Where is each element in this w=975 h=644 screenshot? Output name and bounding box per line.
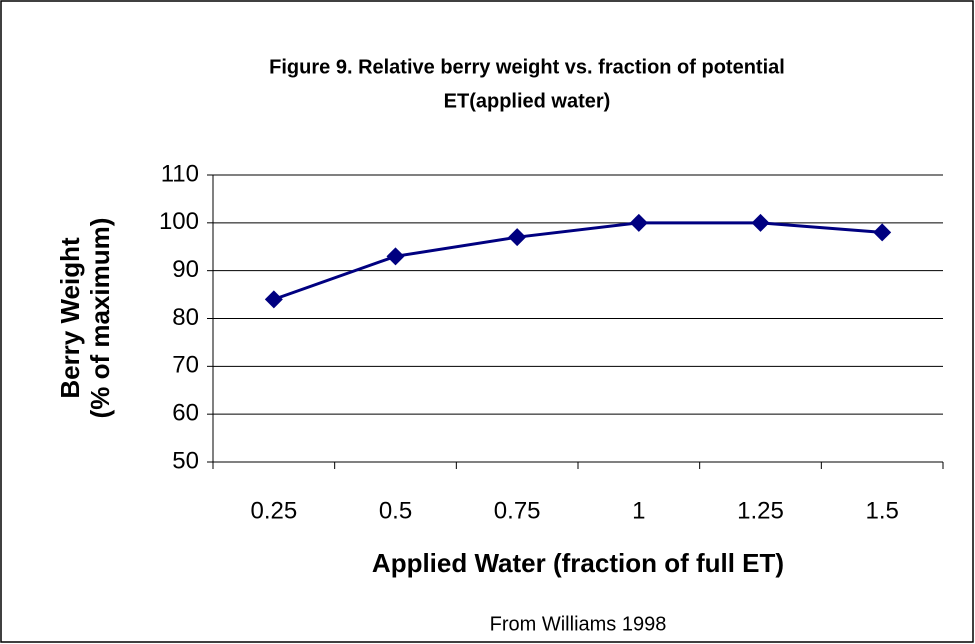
x-axis-title: Applied Water (fraction of full ET) [372, 548, 784, 578]
x-tick-label: 0.75 [494, 497, 541, 524]
y-tick-label: 60 [172, 400, 199, 427]
data-point [264, 290, 283, 309]
data-point [386, 247, 405, 266]
y-axis-title: Berry Weight [55, 237, 85, 399]
data-point [508, 228, 527, 247]
y-tick-label: 100 [159, 208, 199, 235]
x-tick-label: 1 [632, 497, 645, 524]
x-tick-label: 1.25 [737, 497, 784, 524]
chart-title: Figure 9. Relative berry weight vs. frac… [269, 56, 785, 78]
data-point [751, 213, 770, 232]
x-tick-label: 0.25 [250, 497, 297, 524]
source-note: From Williams 1998 [490, 613, 667, 635]
data-point [873, 223, 892, 242]
y-tick-label: 50 [172, 447, 199, 474]
y-tick-label: 110 [161, 160, 199, 187]
chart-title: ET(applied water) [444, 90, 611, 112]
x-tick-label: 1.5 [865, 497, 898, 524]
x-tick-label: 0.5 [379, 497, 412, 524]
data-point [629, 213, 648, 232]
y-tick-label: 70 [172, 352, 199, 379]
y-tick-label: 90 [172, 256, 199, 283]
series-line [273, 221, 883, 301]
y-axis-title: (% of maximum) [85, 218, 115, 419]
y-tick-label: 80 [172, 304, 199, 331]
